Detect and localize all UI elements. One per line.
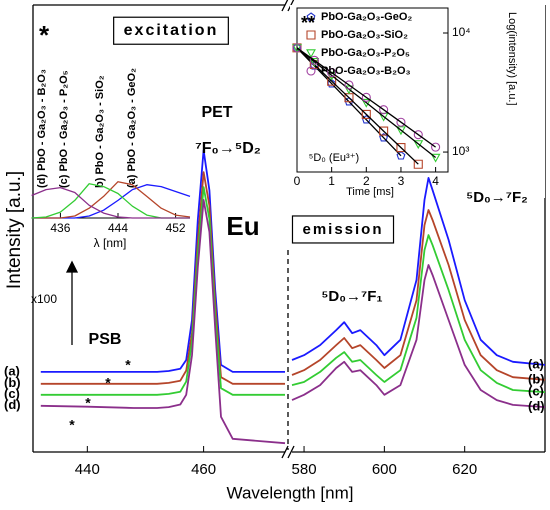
data-point — [344, 80, 354, 90]
legend-label: PbO-Ga₂O₃-GeO₂ — [321, 11, 412, 23]
series-line — [31, 186, 190, 219]
series-label: (c) — [4, 386, 20, 401]
data-point — [327, 68, 337, 78]
series-label: (b) — [4, 375, 21, 390]
data-point — [430, 153, 441, 163]
data-point — [413, 159, 423, 169]
data-point — [396, 126, 406, 136]
data-point — [361, 92, 371, 102]
axis-break — [287, 445, 295, 459]
series-line — [40, 199, 286, 445]
annotation: * — [39, 20, 50, 50]
series-label: (c) PbO - Ga₂O₃ - P₂O₅ — [58, 70, 70, 188]
axis-break — [281, 0, 289, 12]
series-label: (b) — [528, 371, 545, 386]
series-label: (d) — [4, 397, 21, 412]
series-line — [31, 181, 191, 219]
x-axis-label: Time [ms] — [346, 186, 394, 198]
x-tick-label: 4 — [432, 174, 439, 188]
series-line — [291, 209, 546, 381]
annotation: PET — [201, 104, 232, 121]
x-tick-label: 2 — [363, 174, 370, 188]
annotation-box — [113, 16, 229, 45]
data-point — [396, 117, 406, 127]
y-tick-label: 10⁴ — [452, 25, 471, 39]
annotation: ⁷F₀→⁵D₂ — [195, 140, 261, 157]
data-point — [292, 43, 302, 53]
annotation: ⁵D₀→⁷F₂ — [466, 189, 528, 206]
data-point — [327, 79, 337, 88]
x-tick-label: 436 — [50, 221, 70, 235]
annotation: * — [125, 357, 131, 373]
y-axis-label: Intensity [a.u.] — [4, 171, 25, 289]
x-tick-label: 0 — [294, 174, 301, 188]
annotation: * — [85, 395, 91, 411]
annotation: ⁵D₀ (Eu³⁺) — [309, 152, 359, 164]
data-point — [431, 142, 441, 152]
series-label: (a) PbO - Ga₂O₃ - GeO₂ — [126, 68, 138, 188]
series-line — [291, 177, 546, 366]
series-line — [291, 234, 546, 394]
annotation: emission — [302, 221, 383, 238]
x-tick-label: 3 — [398, 174, 405, 188]
series-label: (d) PbO - Ga₂O₃ - B₂O₃ — [36, 69, 48, 188]
y-tick-label: 10³ — [452, 144, 469, 158]
data-point — [396, 151, 406, 160]
x-axis-label: λ [nm] — [94, 236, 127, 250]
axis-break — [281, 445, 289, 459]
x-tick-label: 460 — [191, 461, 216, 478]
annotation: excitation — [124, 22, 219, 39]
series-label: (a) — [528, 356, 544, 371]
series-label: (a) — [4, 363, 20, 378]
data-point — [413, 130, 423, 140]
annotation: Eu — [226, 211, 259, 241]
series-label: (c) — [528, 384, 544, 399]
series-line — [291, 264, 546, 408]
data-point — [344, 85, 354, 95]
annotation: * — [105, 375, 111, 391]
legend-label: PbO-Ga₂O₃-P₂O₅ — [321, 47, 410, 59]
legend-label: PbO-Ga₂O₃-B₂O₃ — [321, 65, 411, 77]
x-tick-label: 580 — [292, 461, 317, 478]
fit-line — [296, 47, 419, 165]
x-tick-label: 1 — [328, 174, 335, 188]
inset-background — [290, 5, 545, 198]
inset-frame — [296, 7, 449, 173]
legend-marker — [306, 66, 316, 76]
legend-marker — [306, 49, 316, 59]
series-label: b) PbO - Ga₂O₃ - SiO₂ — [94, 75, 106, 188]
x-tick-label: 600 — [372, 461, 397, 478]
fit-line — [296, 47, 436, 148]
data-point — [309, 55, 319, 65]
x-axis-label: Wavelength [nm] — [227, 483, 354, 502]
x-tick-label: 452 — [166, 221, 186, 235]
data-point — [379, 133, 389, 142]
series-label: (d) — [528, 399, 545, 414]
data-point — [413, 140, 424, 150]
x-tick-label: 620 — [452, 461, 477, 478]
legend-marker — [306, 12, 316, 21]
x-tick-label: 444 — [108, 221, 128, 235]
annotation-box — [291, 215, 395, 244]
data-point — [292, 44, 302, 54]
x-tick-label: 440 — [75, 461, 100, 478]
y-axis-label: Log(intensity) [a.u.] — [506, 12, 518, 106]
annotation: PSB — [89, 331, 122, 348]
fit-line — [296, 47, 437, 159]
data-point — [379, 105, 389, 115]
legend-label: PbO-Ga₂O₃-SiO₂ — [321, 29, 408, 41]
annotation: ** — [301, 13, 315, 33]
annotation: x100 — [31, 292, 57, 306]
annotation: ⁵D₀→⁷F₁ — [321, 288, 382, 305]
annotation: * — [69, 417, 75, 433]
arrow-head — [65, 260, 79, 273]
data-point — [361, 98, 372, 108]
legend-marker — [306, 30, 316, 40]
